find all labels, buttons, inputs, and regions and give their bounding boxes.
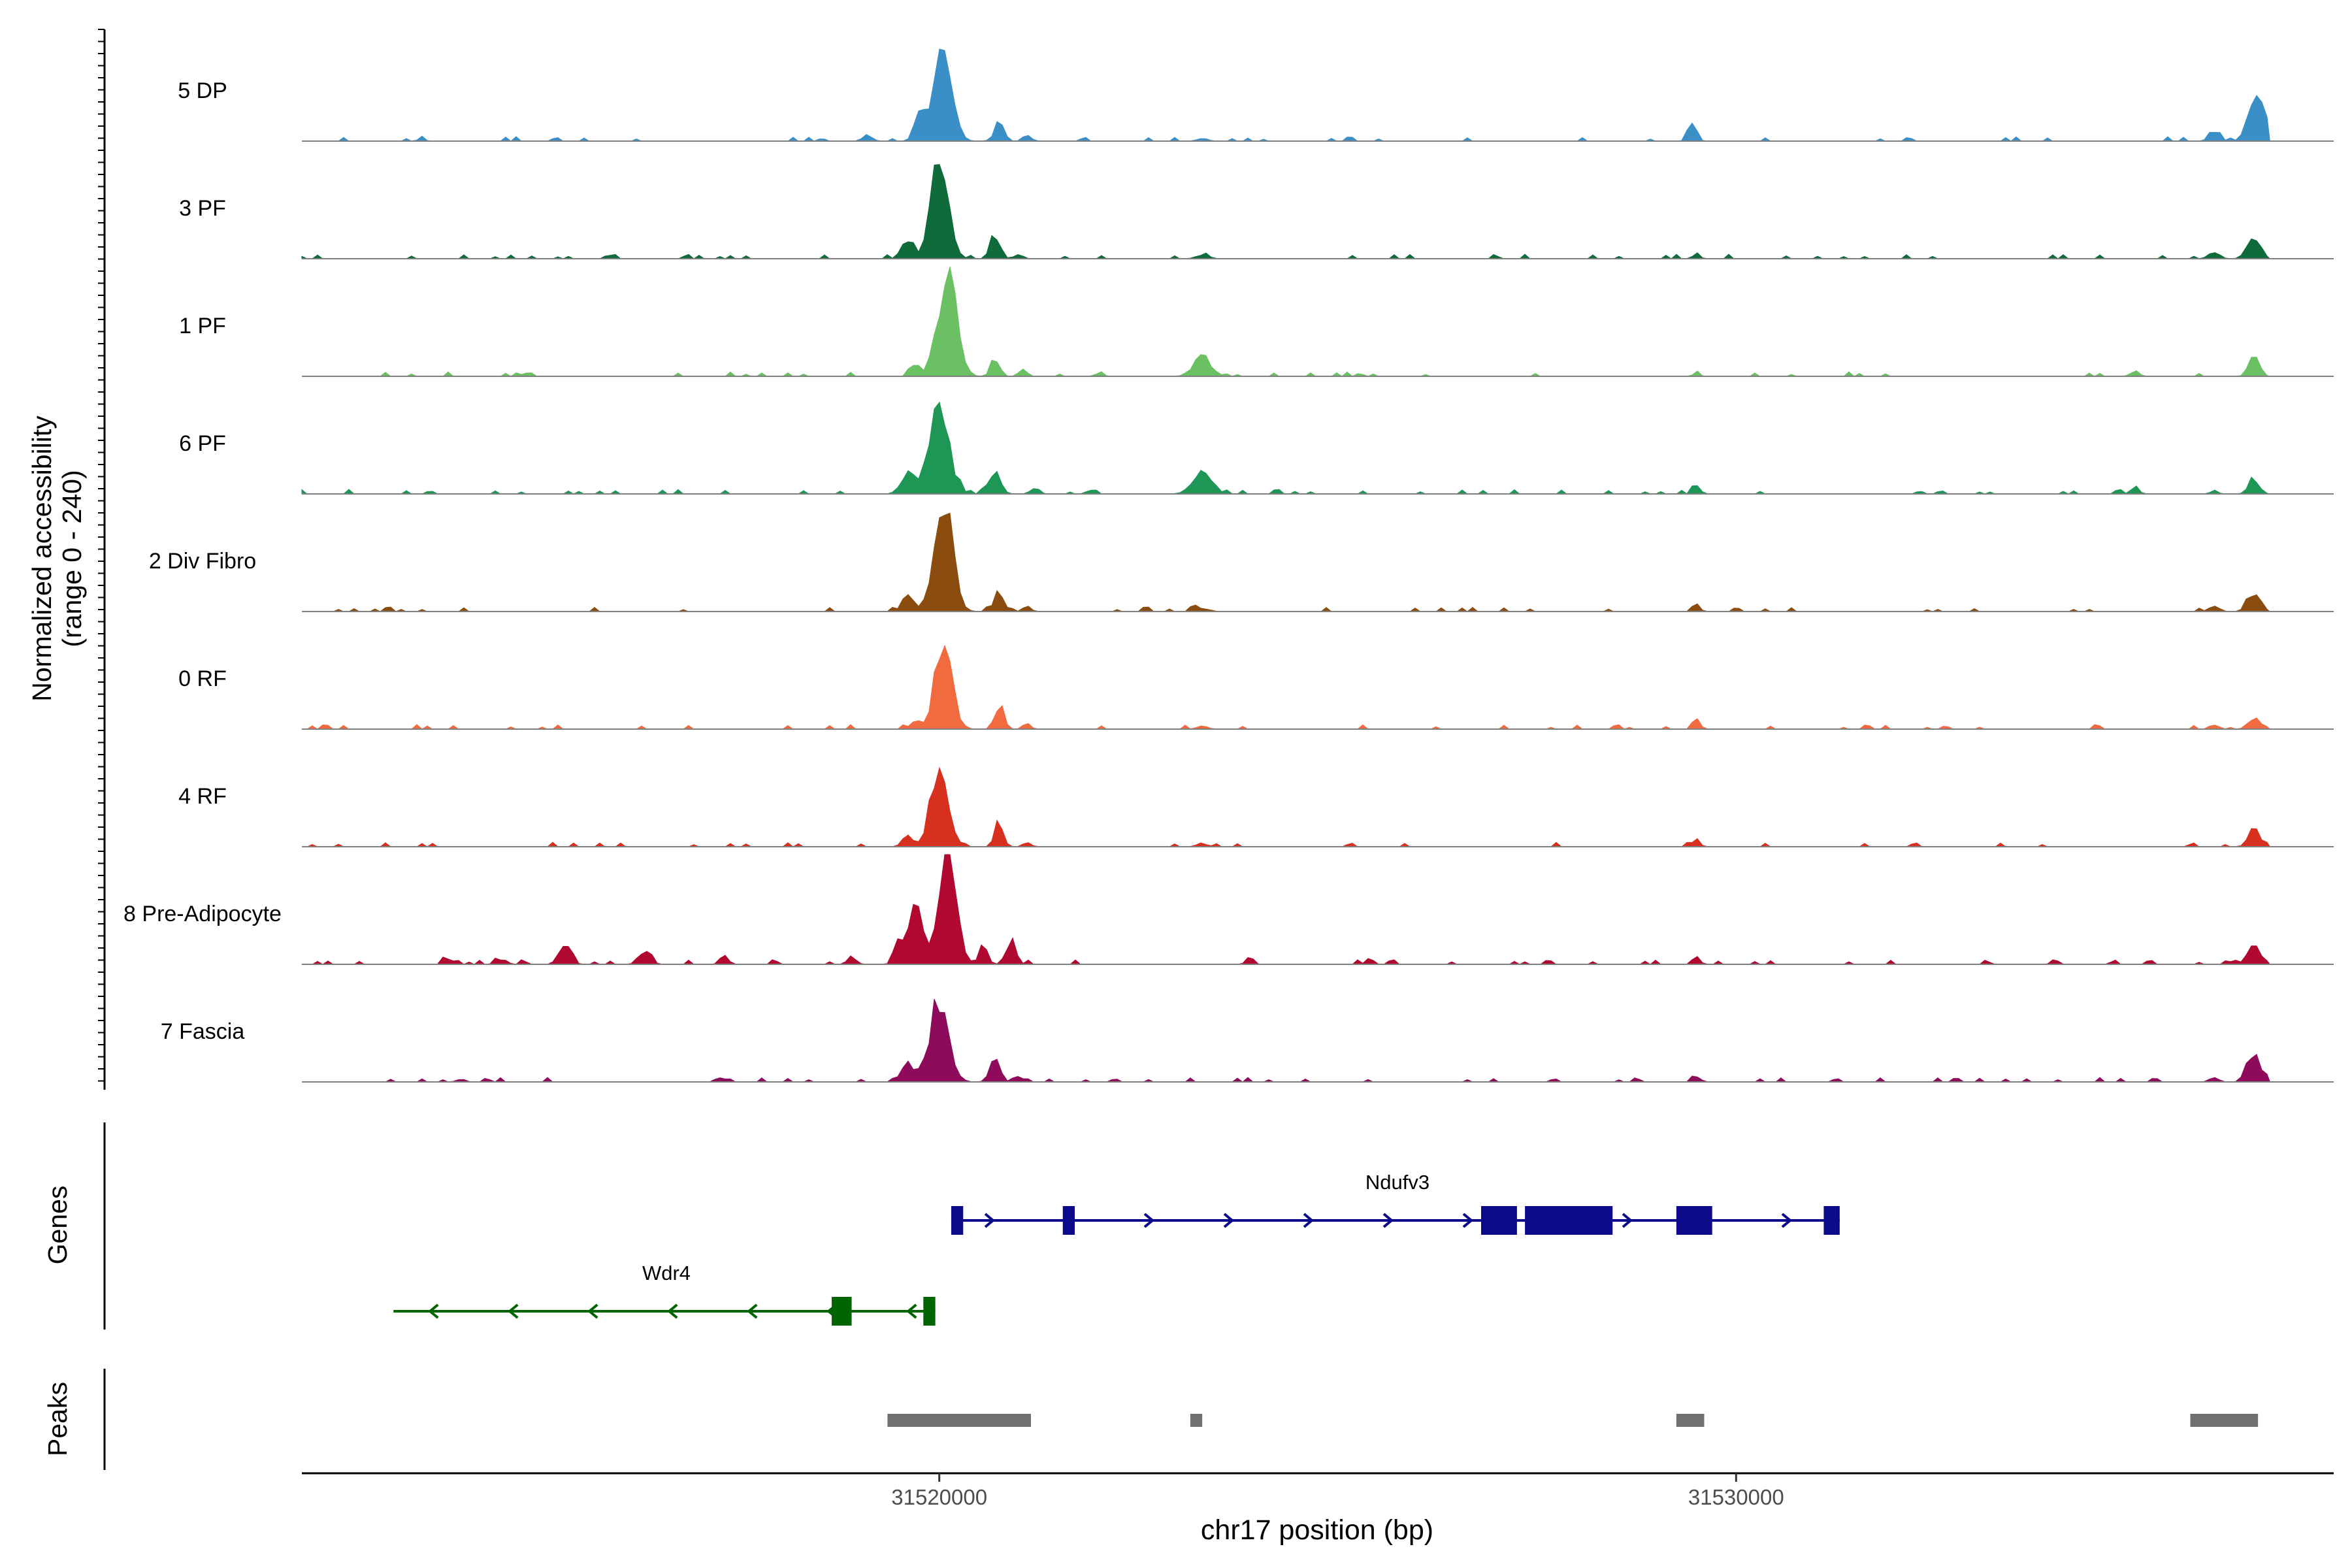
coverage-area bbox=[302, 512, 2271, 612]
track-label: 3 PF bbox=[179, 196, 226, 221]
track-label: 1 PF bbox=[179, 314, 226, 338]
strand-arrow bbox=[587, 1303, 598, 1319]
coverage-area bbox=[302, 266, 2270, 377]
coverage-area bbox=[302, 48, 2270, 142]
strand-arrow bbox=[906, 1303, 917, 1319]
track-4-rf: 4 RF bbox=[178, 766, 2334, 847]
coverage-tracks: 5 DP 3 PF 1 PF 6 PF 2 Div Fibro 0 RF 4 RF 8 Pre… bbox=[123, 48, 2334, 1083]
track-0-rf: 0 RF bbox=[178, 644, 2334, 730]
track-label: 6 PF bbox=[179, 431, 226, 456]
genes-panel: Ndufv3 Wdr4 bbox=[103, 1122, 1840, 1330]
track-7-fascia: 7 Fascia bbox=[161, 998, 2334, 1083]
gene-wdr4: Wdr4 bbox=[393, 1262, 936, 1326]
exon bbox=[1062, 1206, 1075, 1235]
x-tick-label: 31520000 bbox=[891, 1485, 987, 1509]
y-axis-title-line1: Normalized accessibility bbox=[27, 416, 57, 702]
track-label: 5 DP bbox=[178, 78, 227, 103]
exon bbox=[832, 1297, 852, 1326]
track-label: 7 Fascia bbox=[161, 1019, 245, 1044]
x-axis: 31520000 31530000 bbox=[302, 1472, 2334, 1509]
gene-name: Wdr4 bbox=[642, 1262, 691, 1284]
track-label: 8 Pre-Adipocyte bbox=[123, 902, 282, 926]
genes-title: Genes bbox=[42, 1186, 73, 1265]
track-2-div-fibro: 2 Div Fibro bbox=[149, 512, 2334, 612]
strand-arrow bbox=[1223, 1213, 1235, 1228]
track-3-pf: 3 PF bbox=[179, 164, 2334, 259]
strand-arrow bbox=[1781, 1213, 1793, 1228]
strand-arrow bbox=[1622, 1213, 1633, 1228]
strand-arrow bbox=[1143, 1213, 1155, 1228]
track-label: 2 Div Fibro bbox=[149, 549, 256, 574]
track-8-pre-adipocyte: 8 Pre-Adipocyte bbox=[123, 854, 2334, 965]
coverage-area bbox=[302, 854, 2271, 965]
peak-region bbox=[887, 1414, 1031, 1427]
coverage-area bbox=[301, 164, 2271, 259]
peak-region bbox=[1676, 1414, 1705, 1427]
peak-region bbox=[2190, 1414, 2259, 1427]
coverage-area bbox=[302, 766, 2271, 847]
exon bbox=[951, 1206, 964, 1235]
exon bbox=[1823, 1206, 1840, 1235]
strand-arrow bbox=[667, 1303, 678, 1319]
peaks-panel bbox=[103, 1369, 2259, 1470]
strand-arrow bbox=[1382, 1213, 1394, 1228]
coverage-area bbox=[302, 998, 2271, 1083]
peaks-title: Peaks bbox=[42, 1382, 73, 1456]
strand-arrow bbox=[1462, 1213, 1474, 1228]
strand-arrow bbox=[428, 1303, 439, 1319]
gene-ndufv3: Ndufv3 bbox=[951, 1171, 1840, 1235]
gene-name: Ndufv3 bbox=[1365, 1171, 1429, 1194]
track-label: 0 RF bbox=[178, 666, 227, 691]
x-axis-title: chr17 position (bp) bbox=[1201, 1514, 1433, 1546]
track-6-pf: 6 PF bbox=[179, 401, 2334, 495]
strand-arrow bbox=[1303, 1213, 1315, 1228]
y-axis bbox=[98, 29, 106, 1090]
track-1-pf: 1 PF bbox=[179, 266, 2334, 377]
track-label: 4 RF bbox=[178, 784, 227, 809]
coverage-area bbox=[302, 644, 2271, 730]
strand-arrow bbox=[984, 1213, 996, 1228]
track-5-dp: 5 DP bbox=[178, 48, 2334, 142]
y-axis-title-line2: (range 0 - 240) bbox=[57, 470, 87, 647]
x-tick-label: 31530000 bbox=[1688, 1485, 1784, 1509]
peak-region bbox=[1190, 1414, 1203, 1427]
exon bbox=[1525, 1206, 1613, 1235]
exon bbox=[1676, 1206, 1712, 1235]
coverage-area bbox=[301, 401, 2270, 495]
strand-arrow bbox=[508, 1303, 519, 1319]
exon bbox=[1481, 1206, 1517, 1235]
strand-arrow bbox=[747, 1303, 758, 1319]
exon bbox=[923, 1297, 936, 1326]
